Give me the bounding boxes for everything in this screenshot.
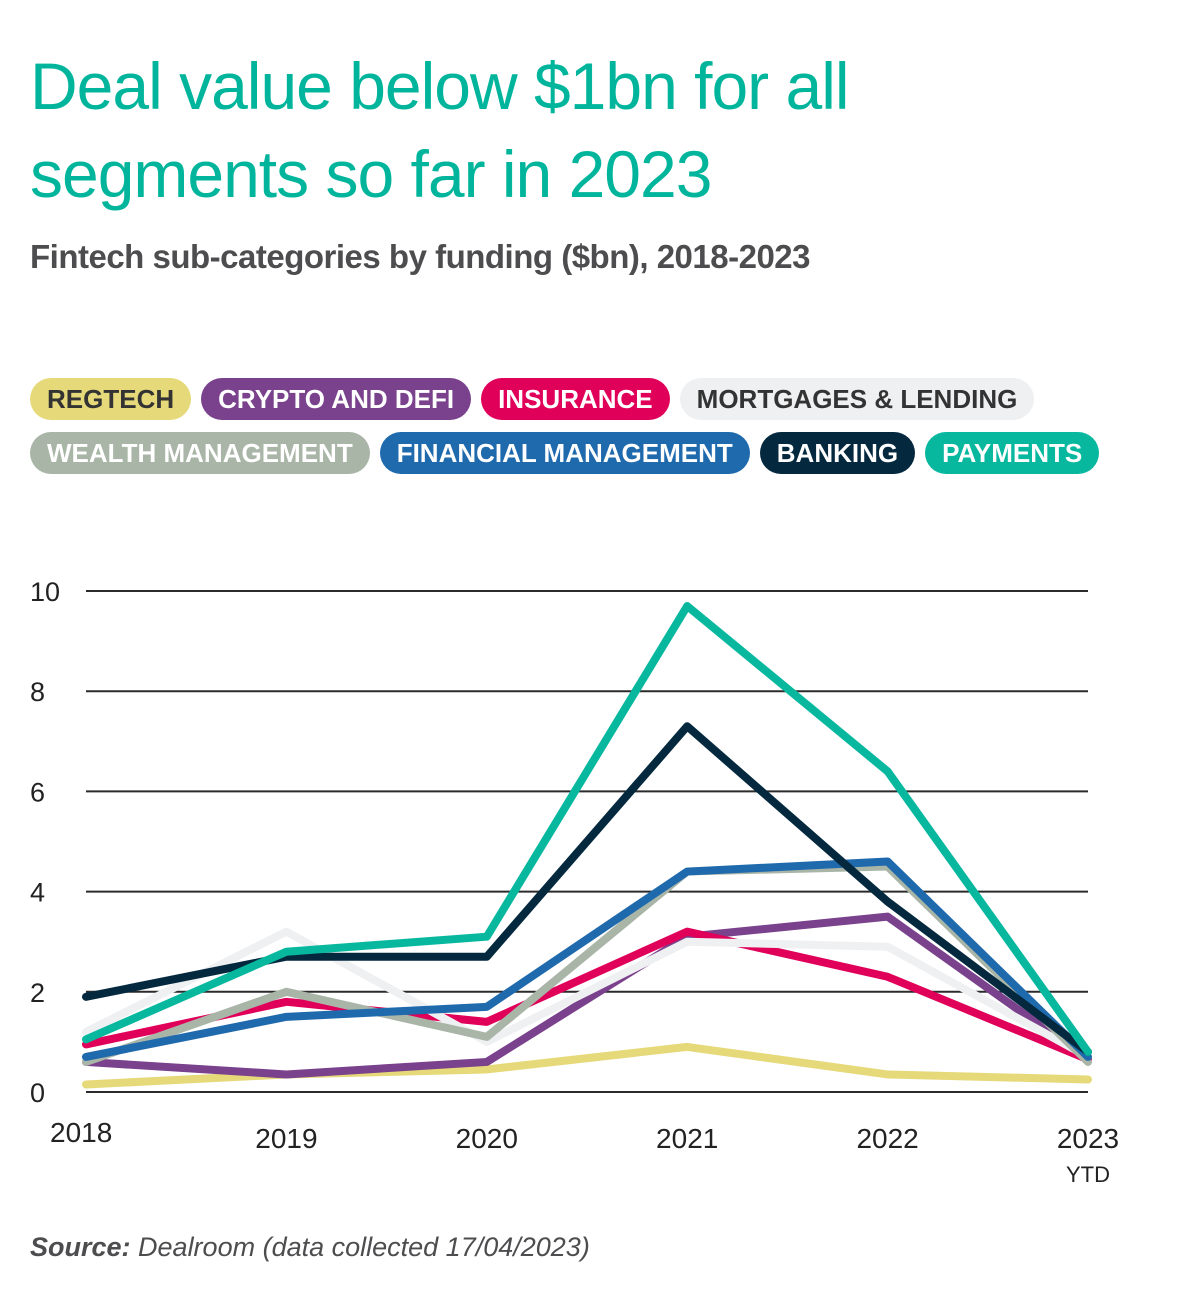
x-tick-label: 2022 — [856, 1123, 918, 1154]
legend: REGTECH CRYPTO AND DEFI INSURANCE MORTGAGES… — [30, 378, 1180, 474]
source-label: Source: — [30, 1232, 131, 1262]
y-tick-label: 10 — [30, 577, 60, 607]
legend-item-crypto-and-defi: CRYPTO AND DEFI — [201, 378, 472, 420]
y-tick-label: 0 — [30, 1078, 45, 1108]
series-line-payments — [82, 602, 1092, 1056]
series-line-insurance — [82, 927, 1092, 1064]
chart-subtitle: Fintech sub-categories by funding ($bn),… — [30, 238, 811, 275]
x-tick-label: 2021 — [656, 1123, 718, 1154]
legend-item-payments: PAYMENTS — [925, 432, 1100, 474]
x-tick-sublabel: YTD — [1066, 1162, 1110, 1187]
chart-title: Deal value below $1bn for all segments s… — [30, 49, 850, 211]
line-chart: 0 2 4 6 8 10 2018 2019 2020 2021 2022 2023 YTD — [30, 577, 1119, 1187]
x-tick-label: 2023 — [1057, 1123, 1119, 1154]
x-tick-label: 2020 — [456, 1123, 518, 1154]
y-tick-label: 4 — [30, 878, 45, 908]
series-line-financial-management — [82, 857, 1092, 1061]
source-note: Source: Dealroom (data collected 17/04/2… — [30, 1232, 590, 1263]
legend-item-regtech: REGTECH — [30, 378, 192, 420]
series-line-regtech — [82, 1042, 1092, 1089]
series-line-crypto-and-defi — [82, 912, 1092, 1079]
legend-item-banking: BANKING — [759, 432, 916, 474]
legend-item-mortgages-lending: MORTGAGES & LENDING — [679, 378, 1035, 420]
y-tick-label: 6 — [30, 777, 45, 807]
y-tick-label: 8 — [30, 677, 45, 707]
source-text: Dealroom (data collected 17/04/2023) — [130, 1232, 590, 1262]
series-line-mortgages-lending — [82, 927, 1092, 1061]
x-tick-label: 2018 — [50, 1117, 112, 1148]
y-tick-label: 2 — [30, 978, 45, 1008]
legend-item-insurance: INSURANCE — [481, 378, 670, 420]
x-tick-label: 2019 — [255, 1123, 317, 1154]
legend-item-wealth-management: WEALTH MANAGEMENT — [30, 432, 370, 474]
legend-item-financial-management: FINANCIAL MANAGEMENT — [379, 432, 750, 474]
